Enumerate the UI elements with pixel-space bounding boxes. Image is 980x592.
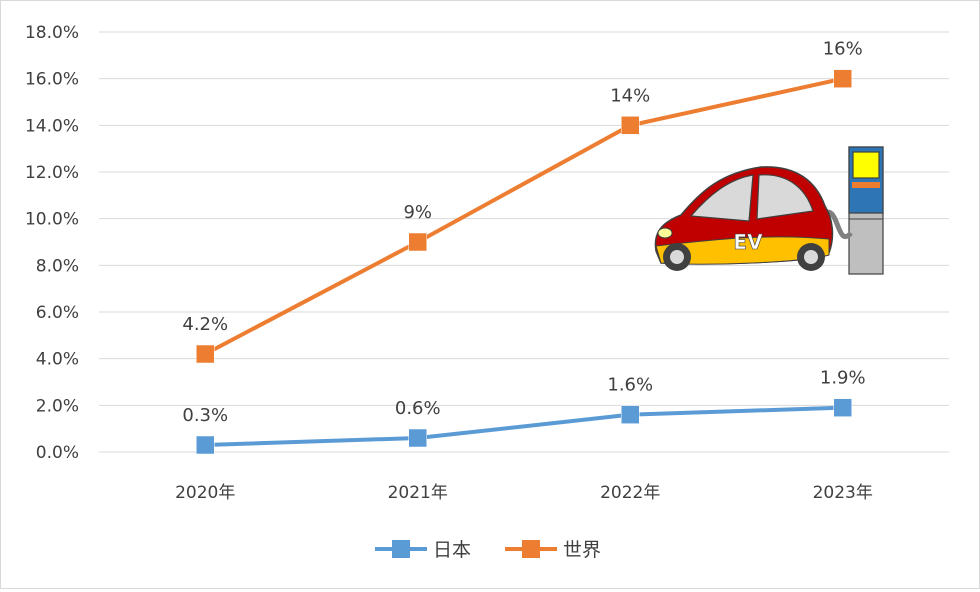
data-point <box>621 116 640 135</box>
data-label: 1.6% <box>607 375 653 396</box>
car-headlight <box>657 227 673 239</box>
legend-marker <box>522 540 540 558</box>
data-point <box>408 428 427 448</box>
data-label: 14% <box>610 85 650 106</box>
y-tick-label: 12.0% <box>25 163 79 183</box>
y-tick-label: 6.0% <box>36 303 79 323</box>
series-line-0 <box>205 405 843 447</box>
data-point <box>621 405 640 424</box>
x-tick-label: 2020年 <box>175 483 235 503</box>
legend-label: 日本 <box>433 539 471 561</box>
charger-stripe <box>852 182 880 188</box>
car-front-window <box>689 174 754 222</box>
y-tick-label: 10.0% <box>25 210 79 230</box>
data-point <box>833 69 852 88</box>
data-point <box>833 398 852 417</box>
series-layer <box>196 69 852 455</box>
y-tick-label: 18.0% <box>25 23 79 43</box>
gridlines <box>99 31 949 453</box>
data-point <box>196 435 215 455</box>
car-rear-hub <box>804 250 818 264</box>
x-tick-label: 2023年 <box>813 483 873 503</box>
legend-label: 世界 <box>563 539 601 561</box>
x-tick-label: 2022年 <box>600 483 660 503</box>
data-point <box>408 232 427 252</box>
y-tick-label: 4.0% <box>36 350 79 370</box>
car-lower-body <box>655 236 830 265</box>
data-point <box>196 344 215 364</box>
data-labels: 0.3% 0.6% 1.6% 1.9% 4.2% 9% 14% 16% <box>182 39 865 426</box>
ev-charging-icon: EV <box>654 146 884 275</box>
y-tick-label: 16.0% <box>25 70 79 90</box>
data-label: 16% <box>823 39 863 60</box>
series-line-1 <box>204 76 844 356</box>
data-label: 9% <box>403 202 432 223</box>
y-tick-label: 0.0% <box>36 443 79 463</box>
data-label: 4.2% <box>182 314 228 335</box>
data-label: 1.9% <box>820 368 866 389</box>
legend-marker <box>392 540 410 558</box>
data-label: 0.3% <box>182 405 228 426</box>
y-tick-label: 2.0% <box>36 396 79 416</box>
y-tick-label: 8.0% <box>36 256 79 276</box>
car-front-hub <box>670 250 684 264</box>
charger-screen <box>852 151 880 179</box>
data-label: 0.6% <box>395 398 441 419</box>
legend: 日本 世界 <box>375 539 601 561</box>
y-tick-label: 14.0% <box>25 116 79 136</box>
y-axis-ticks: 0.0% 2.0% 4.0% 6.0% 8.0% 10.0% 12.0% 14.0% 16.0%… <box>25 23 79 463</box>
x-axis-ticks: 2020年 2021年 2022年 2023年 <box>175 483 873 503</box>
car-ev-text: EV <box>733 230 763 254</box>
x-tick-label: 2021年 <box>388 483 448 503</box>
car-rear-window <box>756 174 814 220</box>
